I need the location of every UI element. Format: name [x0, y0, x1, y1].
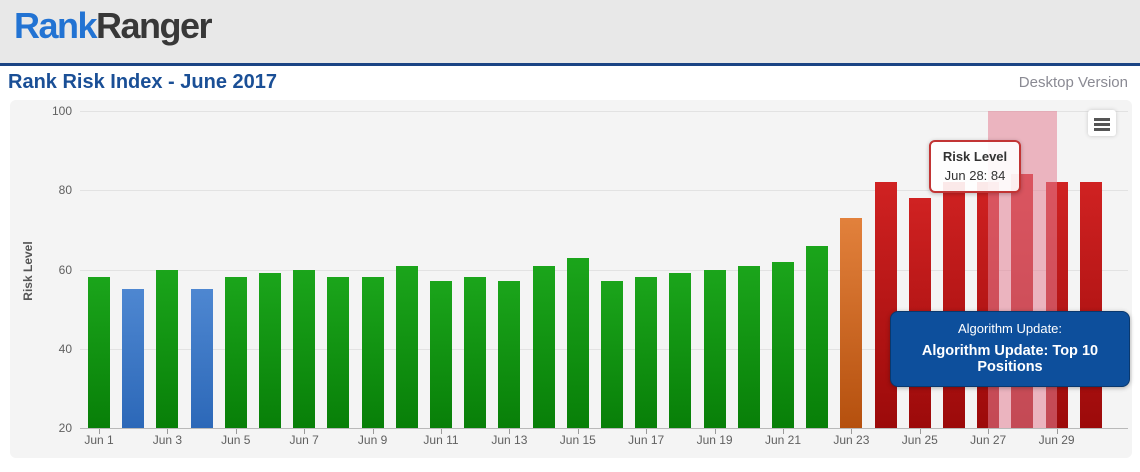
y-gridline	[80, 111, 1128, 112]
bar-jun-17[interactable]	[635, 277, 658, 428]
x-axis-tick-label: Jun 19	[696, 433, 733, 447]
bar-jun-20[interactable]	[737, 265, 760, 428]
x-axis-tick-label: Jun 23	[833, 433, 870, 447]
algorithm-update-label: Algorithm Update:	[957, 321, 1063, 336]
x-axis-tick-label: Jun 29	[1038, 433, 1075, 447]
x-axis-tick	[509, 429, 511, 434]
rank-risk-chart: Risk Level 20 40 60 80 100 Jun 1 Jun 3 Jun 5 Jun…	[10, 100, 1132, 458]
rankranger-logo[interactable]: RankRanger	[14, 5, 213, 46]
bar-jun-6[interactable]	[259, 273, 281, 428]
bar-jun-18[interactable]	[669, 273, 692, 428]
bar-jun-3[interactable]	[156, 269, 179, 428]
bar-jun-21[interactable]	[772, 261, 794, 428]
bar-jun-23[interactable]	[840, 217, 863, 428]
x-axis-tick	[919, 429, 921, 434]
x-axis-tick-label: Jun 9	[357, 433, 388, 447]
bar-jun-11[interactable]	[430, 281, 452, 428]
bar-jun-5[interactable]	[224, 277, 247, 428]
algorithm-update-text: Algorithm Update: Top 10 Positions	[921, 343, 1099, 375]
x-axis-tick-label: Jun 5	[221, 433, 251, 447]
x-axis-tick	[167, 429, 169, 434]
y-axis-title: Risk Level	[21, 241, 35, 301]
bar-jun-9[interactable]	[361, 277, 384, 428]
y-axis-tick-label: 100	[51, 104, 72, 118]
x-axis-tick	[235, 429, 237, 434]
y-axis-tick-label: 60	[58, 262, 72, 277]
x-axis-tick	[99, 429, 100, 434]
algorithm-update-tooltip: Algorithm Update: Algorithm Update: Top …	[890, 311, 1130, 387]
bar-jun-14[interactable]	[532, 265, 555, 428]
x-axis-tick	[714, 429, 716, 434]
bar-jun-13[interactable]	[498, 281, 521, 428]
x-axis-tick-label: Jun 13	[491, 433, 528, 447]
x-axis-tick	[646, 429, 648, 434]
x-axis-tick	[372, 429, 374, 434]
y-gridline	[80, 190, 1128, 192]
x-axis-tick-label: Jun 7	[289, 433, 319, 447]
app-header: RankRanger	[0, 0, 1140, 63]
logo-ranger-text: Ranger	[96, 5, 213, 46]
x-axis-tick	[1056, 429, 1058, 434]
bar-jun-4[interactable]	[190, 289, 213, 428]
hamburger-icon	[1088, 117, 1116, 131]
x-axis-tick	[851, 429, 853, 434]
bar-jun-15[interactable]	[566, 257, 589, 428]
risk-level-tooltip: Risk Level Jun 28: 84	[929, 140, 1021, 193]
bar-jun-16[interactable]	[601, 281, 623, 428]
logo-rank-text: Rank	[14, 5, 98, 46]
y-axis-tick-label: 40	[58, 341, 72, 356]
bar-jun-22[interactable]	[806, 245, 829, 428]
bar-jun-26[interactable]	[943, 182, 965, 428]
chart-export-menu-button[interactable]	[1088, 110, 1116, 136]
bar-jun-10[interactable]	[395, 265, 418, 428]
x-axis-tick	[441, 429, 442, 434]
bar-jun-24[interactable]	[874, 182, 897, 428]
x-axis-tick-label: Jun 25	[901, 433, 938, 447]
x-axis-tick-label: Jun 15	[559, 433, 596, 447]
x-axis-tick-label: Jun 3	[152, 433, 183, 447]
bar-jun-2[interactable]	[122, 289, 145, 428]
x-axis-tick-label: Jun 1	[84, 433, 114, 447]
bar-jun-30[interactable]	[1079, 182, 1102, 428]
bar-jun-12[interactable]	[464, 277, 487, 428]
tooltip-title: Risk Level	[942, 149, 1008, 164]
y-gridline	[80, 269, 1128, 271]
x-axis-tick-label: Jun 21	[764, 433, 802, 447]
bar-jun-1[interactable]	[88, 277, 110, 428]
x-axis-tick	[783, 429, 784, 434]
header-divider	[0, 63, 1140, 66]
version-label: Desktop Version	[1018, 74, 1128, 91]
x-axis-tick-label: Jun 11	[423, 433, 459, 447]
x-axis-tick	[577, 429, 579, 434]
x-axis-tick-label: Jun 17	[628, 433, 665, 447]
page-title: Rank Risk Index - June 2017	[8, 71, 278, 93]
x-axis-tick	[988, 429, 990, 434]
tooltip-value: Jun 28: 84	[944, 168, 1006, 183]
bar-jun-7[interactable]	[293, 269, 316, 428]
y-axis-tick-label: 80	[58, 183, 72, 198]
bar-jun-19[interactable]	[703, 269, 726, 428]
y-axis-tick-label: 20	[58, 421, 72, 435]
x-axis-line	[80, 428, 1128, 429]
bar-jun-8[interactable]	[327, 277, 350, 428]
x-axis-tick-label: Jun 27	[970, 433, 1007, 447]
x-axis-tick	[304, 429, 306, 434]
